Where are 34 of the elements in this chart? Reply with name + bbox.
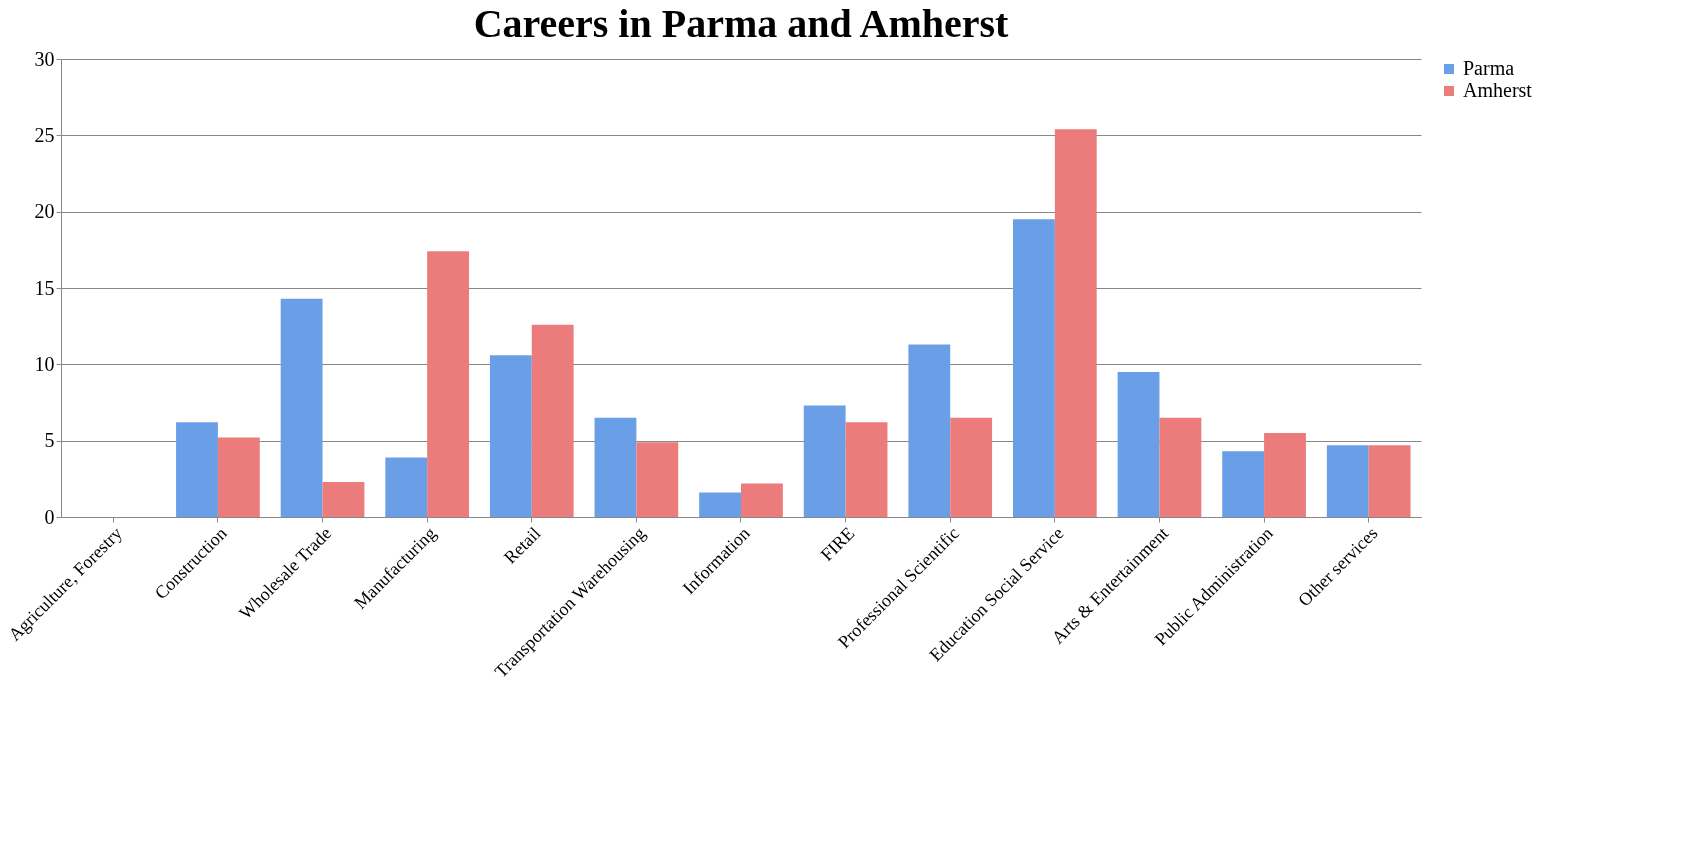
bar: [385, 457, 428, 517]
bar: [176, 422, 218, 517]
bar: [280, 298, 323, 517]
bar: [1222, 451, 1265, 517]
y-tick-label: 25: [34, 123, 55, 146]
bar: [594, 417, 637, 517]
bar: [1013, 219, 1055, 517]
bar: [908, 344, 951, 517]
bar: [427, 251, 469, 517]
bar: [489, 355, 532, 517]
bar: [217, 437, 260, 517]
bar: [803, 405, 846, 517]
bar: [531, 324, 574, 517]
bar: [1264, 433, 1306, 517]
y-tick-label: 15: [34, 276, 55, 299]
chart-title: Careers in Parma and Amherst: [473, 1, 1010, 46]
bar: [1054, 129, 1097, 517]
bar: [1159, 417, 1202, 517]
y-tick-label: 10: [34, 352, 55, 375]
bar: [699, 492, 741, 517]
bar: [741, 483, 783, 517]
y-tick-label: 20: [34, 200, 55, 223]
bar: [636, 442, 679, 517]
bar: [950, 417, 993, 517]
bar: [1368, 445, 1411, 517]
bar: [1326, 445, 1369, 517]
y-tick-label: 30: [34, 47, 55, 70]
legend-label: Parma: [1463, 57, 1515, 79]
bar: [845, 422, 888, 517]
y-tick-label: 5: [44, 429, 55, 452]
legend-label: Amherst: [1463, 79, 1533, 101]
bar: [322, 481, 365, 517]
bar: [1117, 371, 1160, 517]
y-tick-label: 0: [44, 505, 55, 528]
